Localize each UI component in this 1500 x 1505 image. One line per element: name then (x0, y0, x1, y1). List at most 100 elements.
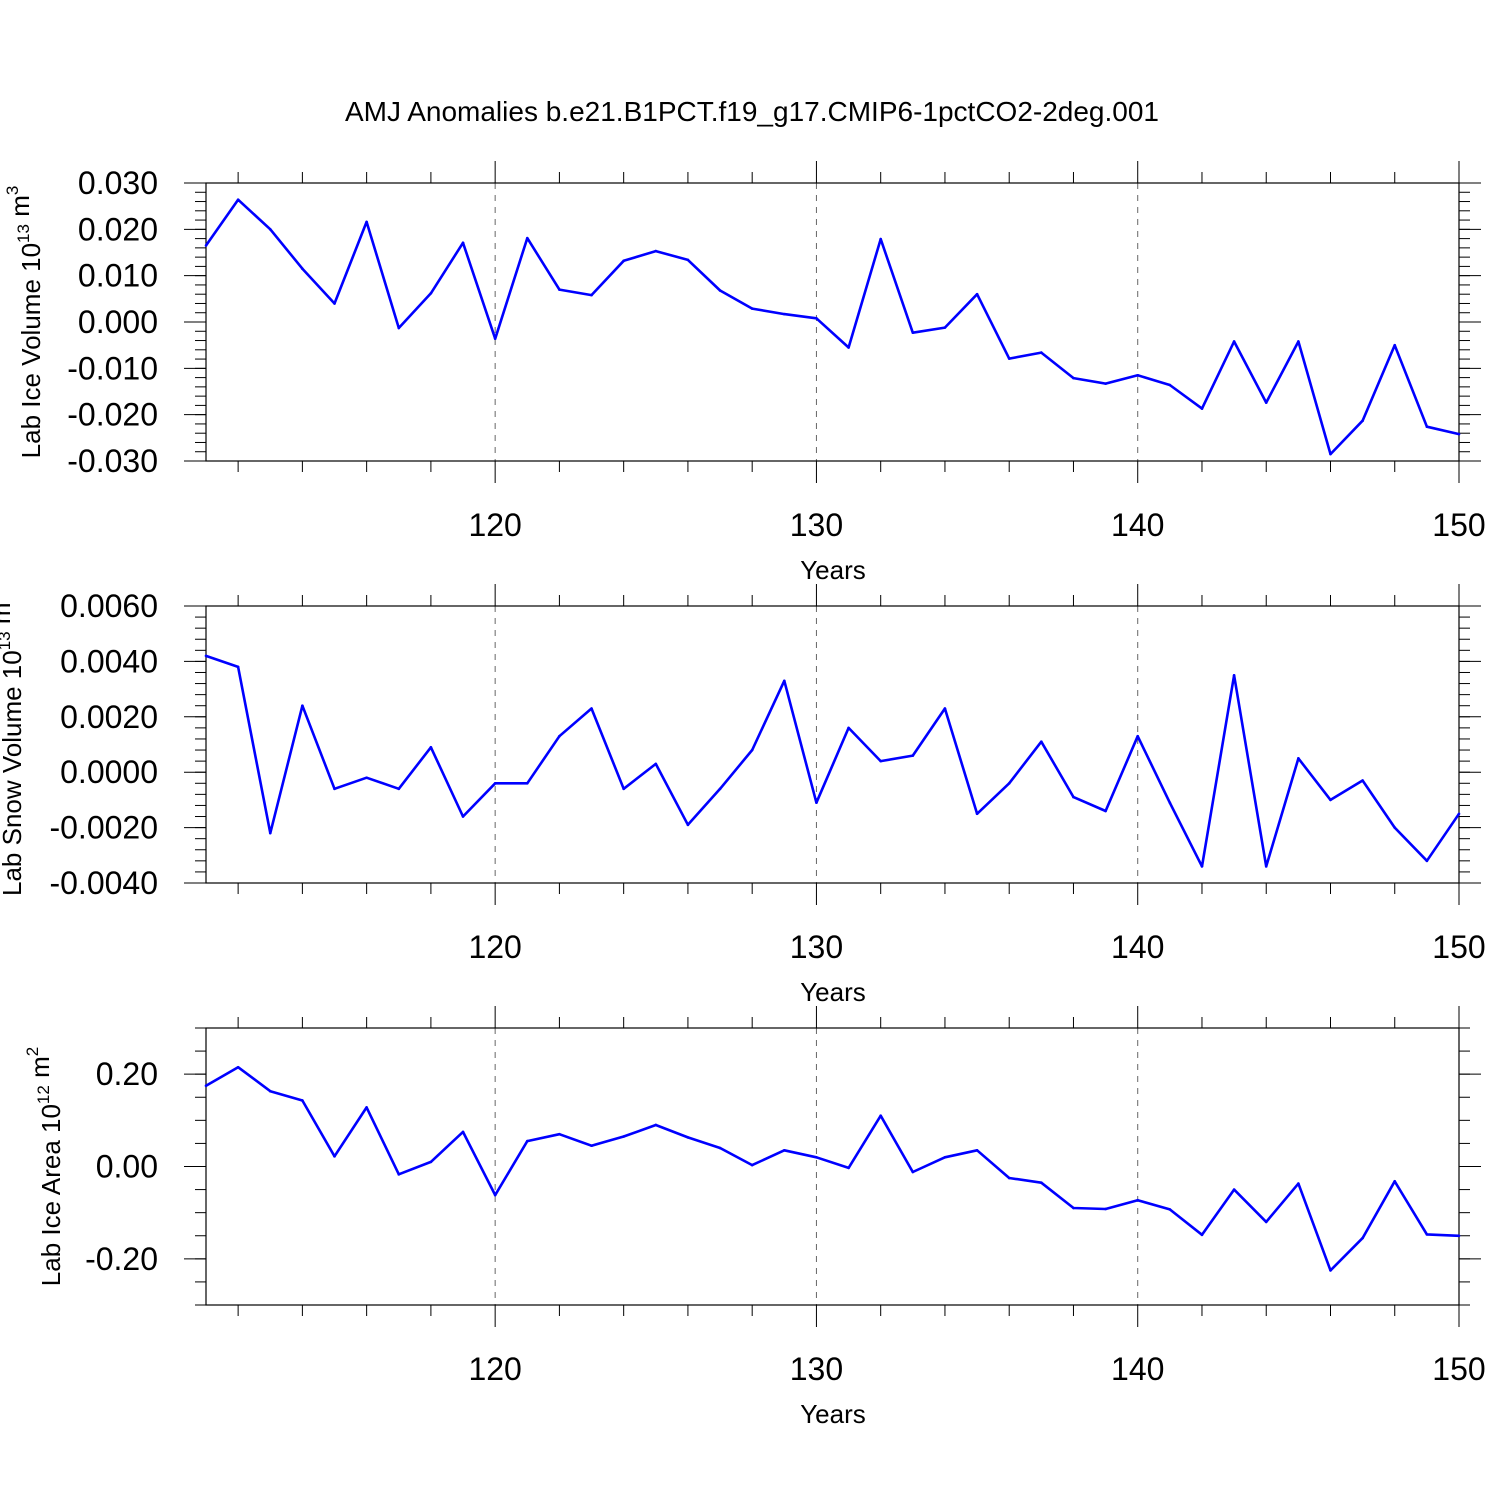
data-point (1297, 757, 1300, 760)
data-point (1361, 1236, 1364, 1240)
data-point (1040, 351, 1043, 354)
data-point (558, 288, 561, 291)
data-point (654, 762, 658, 766)
data-point (461, 241, 465, 245)
data-point (301, 704, 304, 708)
x-tick-label: 120 (468, 929, 521, 965)
data-point (1136, 734, 1140, 738)
data-point (943, 326, 947, 329)
x-tick-label: 150 (1432, 1351, 1485, 1387)
data-point (493, 337, 497, 340)
y-tick-label: -0.010 (67, 350, 158, 386)
data-point (1457, 432, 1461, 436)
data-point (750, 307, 754, 310)
data-point (558, 1132, 561, 1136)
data-point (493, 781, 497, 785)
data-point (783, 1149, 786, 1152)
data-point (1007, 781, 1011, 785)
y-tick-label: 0.0000 (60, 754, 158, 790)
data-point (1104, 382, 1107, 385)
data-point (558, 734, 561, 738)
y-tick-label: 0.0060 (60, 588, 158, 624)
data-point (1104, 1207, 1107, 1211)
panel-1: 120 130 140 150 Years -0.030 -0.020 -0.010 0.000… (3, 161, 1486, 585)
data-point (686, 1136, 690, 1139)
data-point (911, 754, 915, 757)
x-tick-label: 130 (790, 507, 843, 543)
data-point (1457, 812, 1461, 816)
x-tick-label: 140 (1111, 929, 1164, 965)
data-point (268, 228, 272, 231)
data-point (847, 1166, 850, 1170)
data-point (397, 1173, 401, 1176)
data-point (1264, 865, 1268, 868)
panel-3: 120 130 140 150 Years -0.20 0.00 0.20 Lab Ice Ar… (23, 1006, 1486, 1429)
data-point (1329, 1269, 1332, 1272)
data-point (429, 291, 433, 295)
x-tick-label: 140 (1111, 1351, 1164, 1387)
data-point (1425, 425, 1429, 429)
y-tick-label: 0.030 (78, 165, 158, 201)
data-point (525, 236, 529, 240)
chart-title: AMJ Anomalies b.e21.B1PCT.f19_g17.CMIP6-… (345, 96, 1159, 127)
y-tick-label: -0.020 (67, 397, 158, 433)
plot-frame (205, 182, 1460, 462)
data-point (815, 1155, 818, 1159)
data-point (654, 249, 658, 253)
y-tick-label: 0.0040 (60, 643, 158, 679)
data-point (1297, 340, 1300, 343)
data-point (333, 302, 336, 305)
data-point (847, 346, 850, 349)
data-point (686, 258, 690, 262)
data-point (879, 237, 882, 241)
y-tick-label: 0.020 (78, 211, 158, 247)
data-point (718, 1146, 722, 1150)
data-point (1393, 1179, 1397, 1183)
data-point (525, 781, 529, 785)
data-point (943, 707, 947, 710)
data-point (1168, 801, 1172, 804)
data-point (590, 1144, 593, 1148)
data-point (1329, 452, 1332, 456)
data-point (1200, 407, 1204, 410)
y-axis-title: Lab Ice Volume 1013 m3 (3, 186, 46, 459)
x-axis-title: Years (800, 977, 866, 1007)
data-point (911, 1170, 915, 1174)
y-tick-label: 0.010 (78, 258, 158, 294)
data-point (1297, 1182, 1300, 1185)
data-point (204, 244, 208, 247)
y-tick-label: -0.0040 (49, 865, 158, 901)
x-axis-title: Years (800, 555, 866, 585)
data-point (1361, 419, 1364, 422)
panels: 120 130 140 150Years-0.030-0.020-0.0100.000… (0, 161, 1486, 1429)
y-tick-label: 0.20 (96, 1056, 158, 1092)
data-point (718, 787, 722, 791)
x-tick-label: 120 (468, 1351, 521, 1387)
data-point (847, 726, 850, 730)
data-point (622, 259, 625, 263)
y-tick-label: -0.0020 (49, 810, 158, 846)
data-point (493, 1193, 497, 1197)
x-tick-label: 150 (1432, 929, 1485, 965)
data-point (236, 665, 240, 669)
x-axis-title: Years (800, 1399, 866, 1429)
panel-2: 120 130 140 150 Years -0.0040 -0.0020 0.0000 0.0… (0, 584, 1486, 1007)
data-point (975, 292, 979, 296)
series-line (204, 198, 1460, 456)
data-point (654, 1123, 658, 1127)
data-point (879, 1114, 882, 1118)
data-point (1104, 809, 1107, 813)
data-point (1425, 859, 1429, 863)
x-tick-label: 150 (1432, 507, 1485, 543)
data-point (911, 331, 915, 334)
data-point (397, 787, 401, 791)
data-point (1007, 1176, 1011, 1180)
data-point (301, 267, 304, 271)
data-point (1072, 1206, 1075, 1210)
data-point (1168, 383, 1172, 387)
data-point (622, 787, 625, 791)
series-line (205, 654, 1461, 868)
y-axis-title: Lab Snow Volume 1013 m3 (0, 593, 27, 896)
